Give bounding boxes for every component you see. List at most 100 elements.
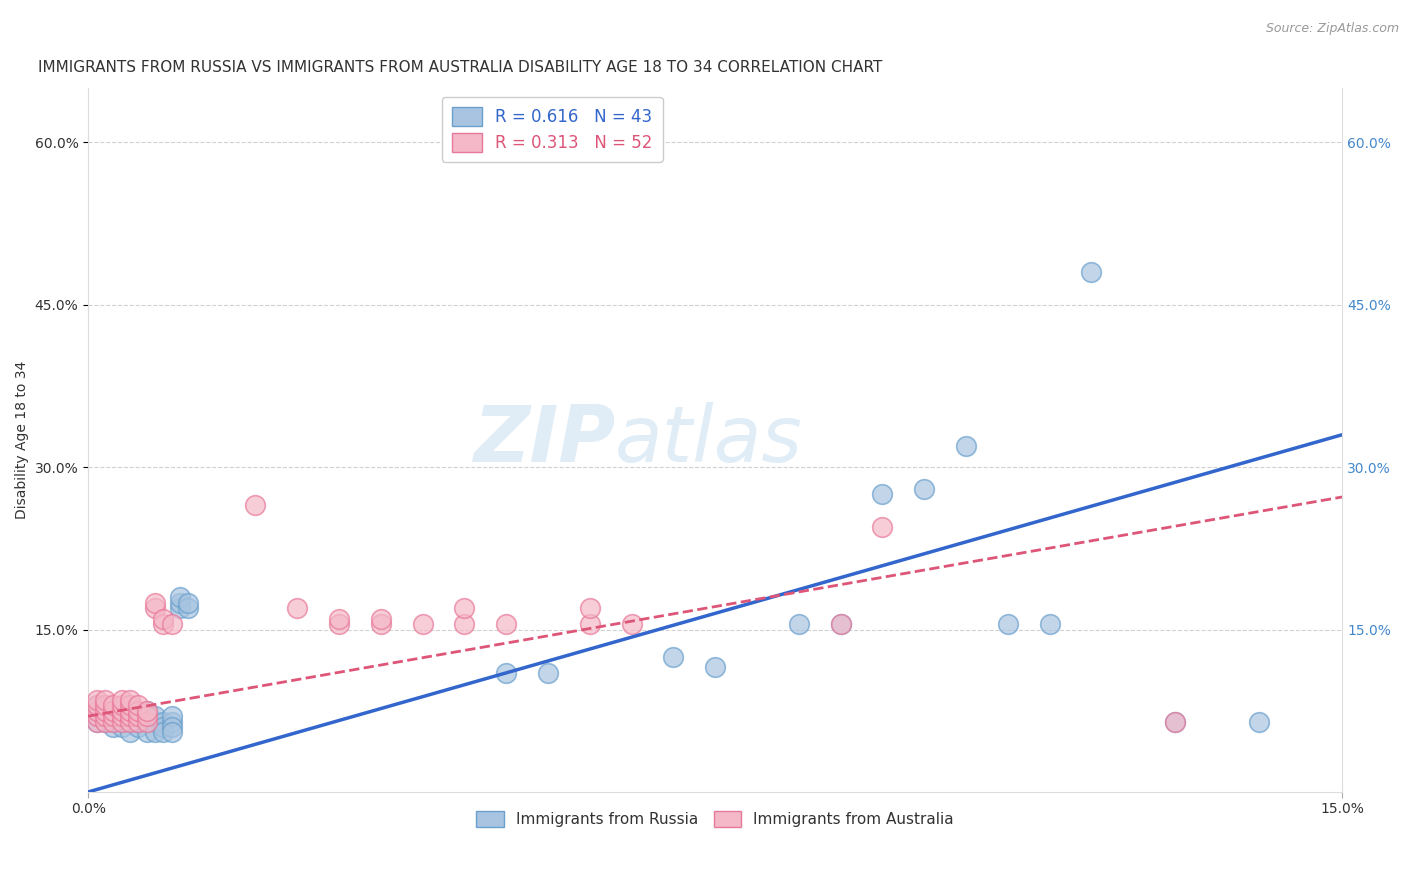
Point [127, 709, 149, 723]
Point [94, 704, 117, 718]
Point [169, 595, 191, 609]
Point [94, 704, 117, 718]
Point [127, 714, 149, 729]
Point [127, 709, 149, 723]
Point [160, 725, 183, 739]
Point [152, 714, 174, 729]
Y-axis label: Disability Age 18 to 34: Disability Age 18 to 34 [15, 361, 30, 519]
Point [118, 704, 141, 718]
Point [912, 482, 935, 496]
Point [103, 714, 125, 729]
Point [86, 704, 108, 718]
Point [143, 714, 166, 729]
Point [103, 709, 125, 723]
Point [94, 714, 117, 729]
Point [620, 119, 643, 133]
Text: Source: ZipAtlas.com: Source: ZipAtlas.com [1265, 22, 1399, 36]
Point [86, 693, 108, 707]
Point [118, 709, 141, 723]
Point [110, 714, 132, 729]
Point [103, 704, 125, 718]
Point [578, 601, 600, 615]
Point [86, 698, 108, 713]
Point [152, 612, 174, 626]
Point [997, 617, 1019, 632]
Point [86, 704, 108, 718]
Point [169, 590, 191, 604]
Point [177, 601, 200, 615]
Point [118, 714, 141, 729]
Point [662, 649, 685, 664]
Point [94, 709, 117, 723]
Point [127, 704, 149, 718]
Point [86, 709, 108, 723]
Point [143, 725, 166, 739]
Point [86, 714, 108, 729]
Point [143, 601, 166, 615]
Point [955, 438, 977, 452]
Point [94, 714, 117, 729]
Point [110, 698, 132, 713]
Point [127, 714, 149, 729]
Point [86, 709, 108, 723]
Point [872, 519, 894, 533]
Point [135, 714, 157, 729]
Point [86, 714, 108, 729]
Point [135, 709, 157, 723]
Point [110, 709, 132, 723]
Point [830, 617, 852, 632]
Point [328, 617, 350, 632]
Point [160, 720, 183, 734]
Point [160, 709, 183, 723]
Point [110, 714, 132, 729]
Point [177, 595, 200, 609]
Point [86, 698, 108, 713]
Point [152, 725, 174, 739]
Point [578, 617, 600, 632]
Point [118, 693, 141, 707]
Point [118, 725, 141, 739]
Point [1164, 714, 1187, 729]
Point [135, 704, 157, 718]
Point [127, 698, 149, 713]
Point [620, 617, 643, 632]
Point [103, 698, 125, 713]
Point [872, 487, 894, 501]
Text: IMMIGRANTS FROM RUSSIA VS IMMIGRANTS FROM AUSTRALIA DISABILITY AGE 18 TO 34 CORR: IMMIGRANTS FROM RUSSIA VS IMMIGRANTS FRO… [38, 60, 883, 75]
Point [135, 709, 157, 723]
Point [110, 693, 132, 707]
Point [495, 617, 517, 632]
Point [110, 709, 132, 723]
Point [830, 617, 852, 632]
Point [160, 617, 183, 632]
Point [152, 617, 174, 632]
Point [285, 601, 308, 615]
Point [453, 601, 475, 615]
Point [103, 704, 125, 718]
Point [135, 725, 157, 739]
Point [135, 714, 157, 729]
Point [94, 698, 117, 713]
Text: ZIP: ZIP [472, 402, 614, 478]
Point [1039, 617, 1062, 632]
Point [537, 665, 560, 680]
Point [143, 595, 166, 609]
Point [370, 612, 392, 626]
Point [143, 709, 166, 723]
Point [412, 617, 434, 632]
Point [94, 709, 117, 723]
Point [495, 665, 517, 680]
Point [160, 714, 183, 729]
Text: atlas: atlas [614, 402, 803, 478]
Point [370, 617, 392, 632]
Point [328, 612, 350, 626]
Point [787, 617, 810, 632]
Point [245, 498, 267, 512]
Point [704, 660, 727, 674]
Point [135, 704, 157, 718]
Legend: Immigrants from Russia, Immigrants from Australia: Immigrants from Russia, Immigrants from … [470, 805, 960, 834]
Point [118, 709, 141, 723]
Point [1080, 265, 1102, 279]
Point [118, 698, 141, 713]
Point [127, 720, 149, 734]
